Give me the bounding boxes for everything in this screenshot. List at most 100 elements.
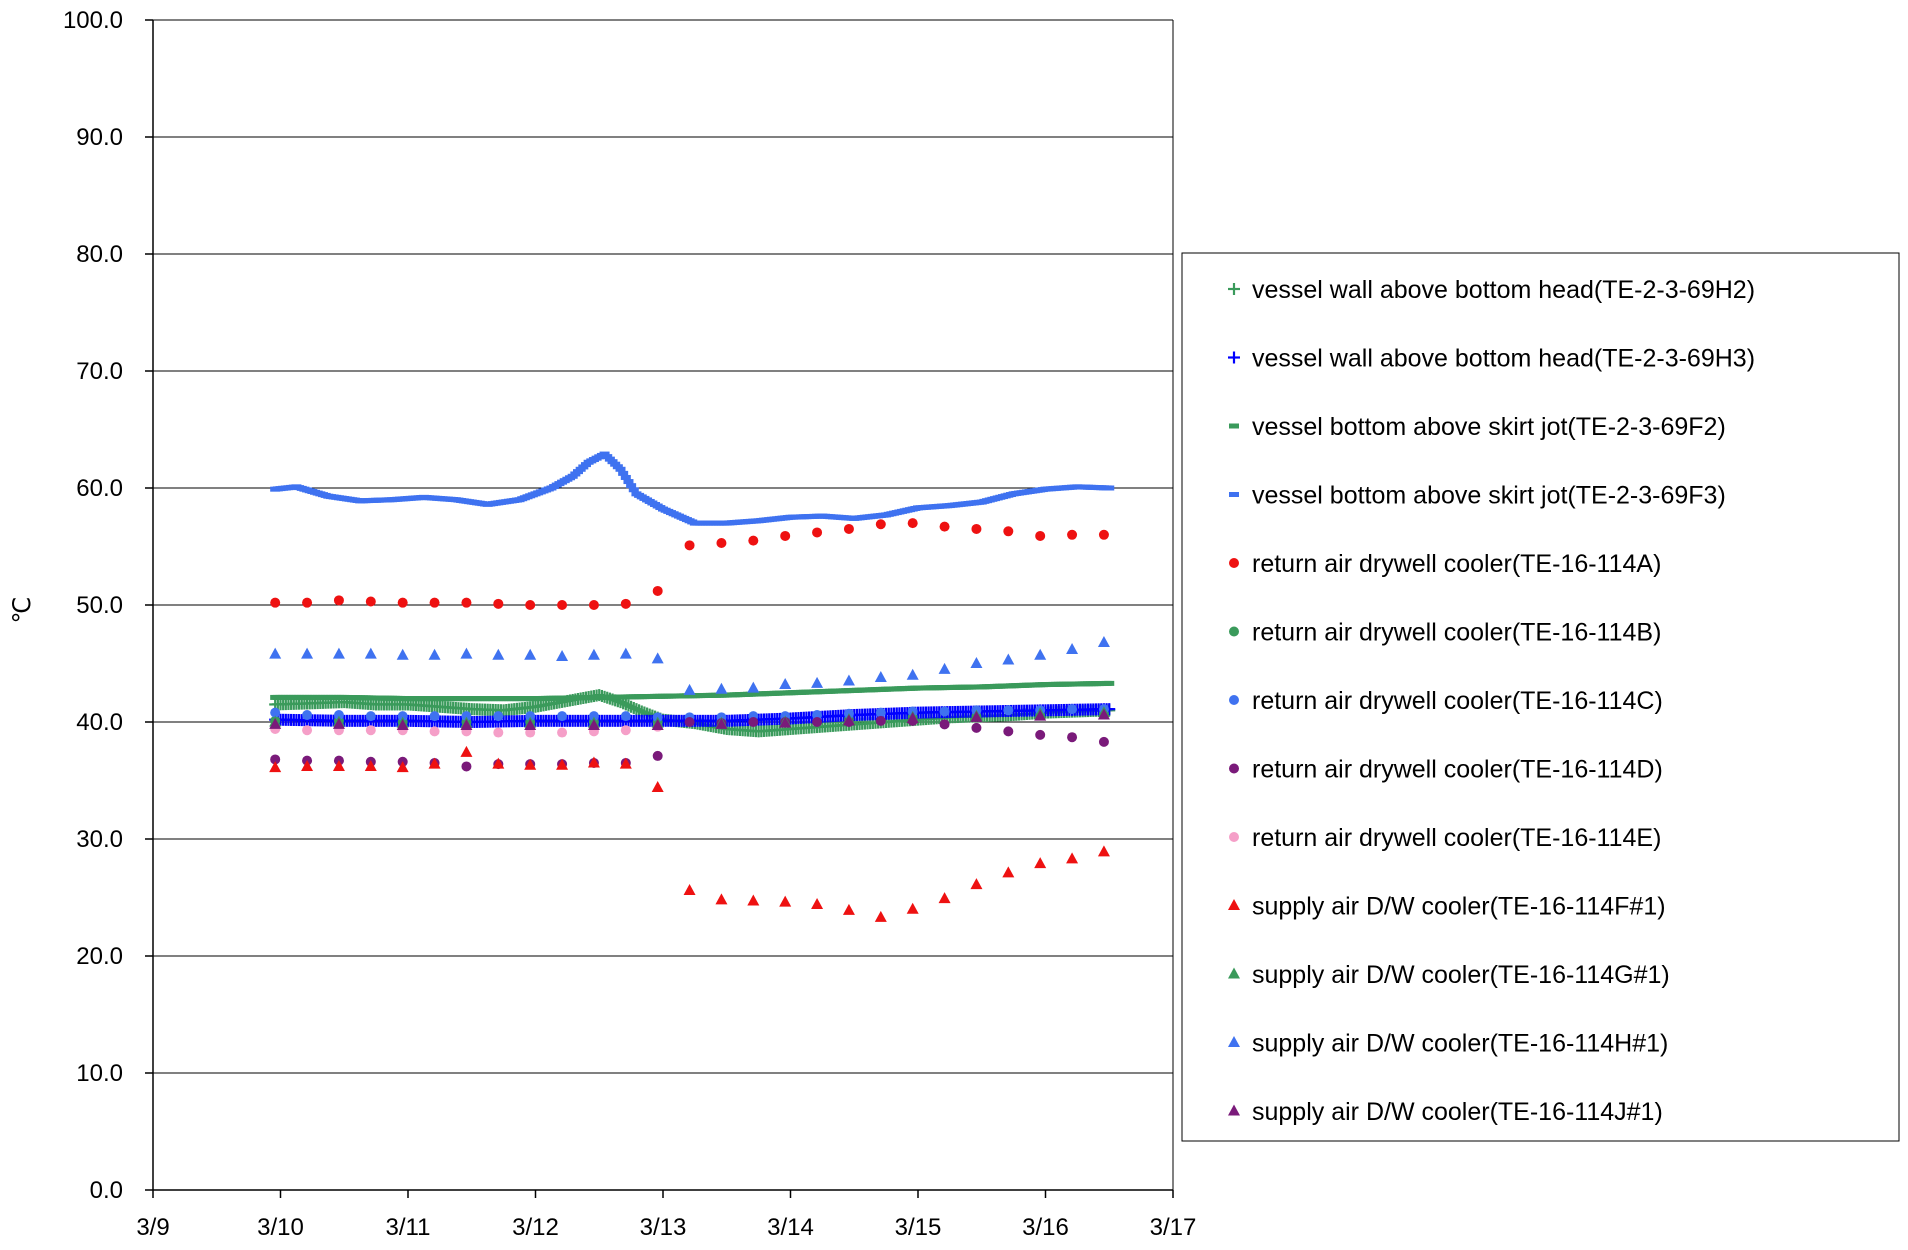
- data-point: [493, 598, 504, 609]
- data-point: [1035, 729, 1046, 740]
- legend-marker: [1229, 558, 1239, 568]
- data-point: [302, 725, 313, 736]
- data-point: [525, 600, 536, 610]
- legend-marker: [1228, 1104, 1240, 1116]
- data-point: [602, 454, 613, 460]
- legend-marker: [1228, 1036, 1240, 1047]
- x-tick-label: 3/9: [136, 1214, 169, 1241]
- data-point: [429, 597, 440, 608]
- legend-label: vessel bottom above skirt jot(TE-2-3-69F…: [1252, 413, 1726, 441]
- data-point: [587, 719, 600, 731]
- data-point: [811, 898, 824, 910]
- data-point: [970, 878, 983, 890]
- data-point: [715, 893, 728, 905]
- x-tick-label: 3/17: [1150, 1214, 1197, 1241]
- legend-item: return air drywell cooler(TE-16-114D): [1229, 756, 1663, 784]
- data-point: [396, 761, 409, 773]
- data-point: [461, 711, 472, 722]
- data-point: [619, 698, 632, 711]
- data-point: [938, 892, 951, 904]
- data-point: [365, 725, 376, 736]
- legend: vessel wall above bottom head(TE-2-3-69H…: [1181, 252, 1900, 1142]
- data-point: [618, 470, 629, 476]
- x-tick-label: 3/10: [257, 1214, 304, 1241]
- data-point: [842, 903, 855, 915]
- y-tick-label: 60.0: [76, 475, 123, 502]
- series-10: [269, 745, 1110, 922]
- data-point: [683, 883, 696, 895]
- data-point: [1098, 736, 1109, 747]
- data-point: [1066, 642, 1079, 654]
- legend-label: vessel bottom above skirt jot(TE-2-3-69F…: [1252, 482, 1726, 510]
- data-point: [715, 682, 728, 694]
- data-point: [716, 537, 727, 548]
- data-point: [630, 703, 643, 716]
- data-point: [651, 719, 664, 731]
- data-point: [747, 681, 760, 693]
- x-tick-label: 3/15: [895, 1214, 942, 1241]
- data-point: [429, 711, 440, 722]
- data-point: [875, 519, 886, 530]
- data-point: [906, 668, 919, 680]
- legend-label: vessel wall above bottom head(TE-2-3-69H…: [1252, 345, 1755, 373]
- data-point: [269, 647, 282, 659]
- data-point: [620, 474, 631, 480]
- data-point: [779, 895, 792, 907]
- data-point: [970, 657, 983, 668]
- series-13: [269, 708, 1110, 731]
- legend-label: return air drywell cooler(TE-16-114E): [1252, 824, 1661, 852]
- data-point: [1034, 648, 1047, 660]
- data-point: [779, 716, 792, 728]
- data-point: [429, 726, 440, 737]
- legend-item: return air drywell cooler(TE-16-114A): [1229, 550, 1661, 578]
- data-point: [397, 597, 408, 608]
- data-point: [971, 722, 982, 733]
- data-point: [599, 451, 610, 457]
- data-point: [493, 711, 504, 722]
- data-point: [842, 714, 855, 726]
- data-point: [270, 707, 281, 718]
- data-point: [1104, 485, 1115, 491]
- data-point: [333, 709, 344, 720]
- data-point: [875, 707, 886, 718]
- legend-item: vessel bottom above skirt jot(TE-2-3-69F…: [1229, 482, 1726, 510]
- data-point: [747, 894, 760, 906]
- y-tick-label: 0.0: [90, 1177, 123, 1204]
- legend-marker: [1229, 695, 1239, 705]
- data-point: [525, 727, 536, 738]
- data-point: [461, 761, 472, 772]
- data-point: [1097, 708, 1110, 720]
- data-point: [364, 647, 377, 659]
- data-point: [556, 758, 569, 770]
- y-tick-label: 100.0: [63, 7, 123, 34]
- x-tick-label: 3/14: [767, 1214, 814, 1241]
- legend-label: return air drywell cooler(TE-16-114B): [1252, 619, 1661, 647]
- data-point: [780, 530, 791, 541]
- data-point: [460, 647, 473, 659]
- data-point: [971, 523, 982, 534]
- data-point: [1097, 845, 1110, 857]
- data-point: [397, 711, 408, 722]
- series-4: [270, 451, 1115, 526]
- legend-marker: [1228, 351, 1240, 364]
- data-point: [1104, 680, 1115, 686]
- y-tick-label: 30.0: [76, 826, 123, 853]
- data-point: [492, 757, 505, 769]
- data-point: [460, 719, 473, 731]
- data-point: [1067, 732, 1078, 743]
- data-point: [779, 678, 792, 690]
- legend-label: vessel wall above bottom head(TE-2-3-69H…: [1252, 276, 1755, 304]
- legend-marker: [1228, 899, 1240, 910]
- data-point: [842, 674, 855, 686]
- data-point: [493, 727, 504, 738]
- data-point: [557, 711, 568, 722]
- series-5: [270, 518, 1109, 610]
- data-point: [748, 535, 759, 546]
- legend-label: supply air D/W cooler(TE-16-114F#1): [1252, 893, 1666, 921]
- legend-marker: [1229, 832, 1239, 842]
- data-point: [615, 466, 626, 472]
- data-point: [812, 709, 823, 720]
- data-point: [1035, 530, 1046, 541]
- legend-label: supply air D/W cooler(TE-16-114G#1): [1252, 961, 1670, 989]
